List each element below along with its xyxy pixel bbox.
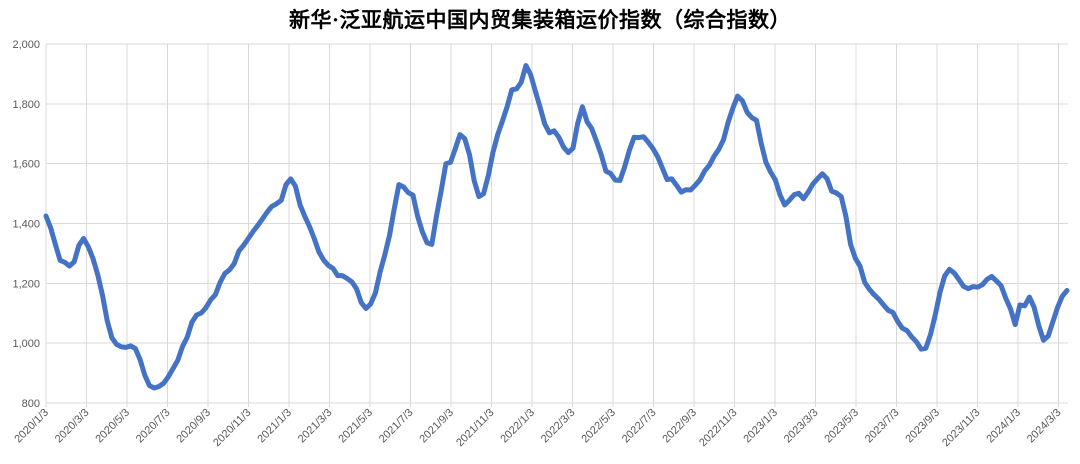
x-axis-tick-label: 2021/7/3 — [377, 407, 416, 446]
x-axis-tick-label: 2020/5/3 — [93, 407, 132, 446]
x-axis-tick-label: 2020/1/3 — [12, 407, 51, 446]
x-axis-tick-label: 2023/3/3 — [782, 407, 821, 446]
x-axis-tick-label: 2024/3/3 — [1025, 407, 1064, 446]
x-axis-tick-label: 2023/9/3 — [903, 407, 942, 446]
y-axis-tick-label: 1,600 — [12, 159, 40, 171]
y-axis-tick-label: 1,200 — [12, 278, 40, 290]
x-axis-tick-label: 2020/7/3 — [134, 407, 173, 446]
x-axis-tick-label: 2020/11/3 — [211, 407, 254, 450]
x-axis-tick-label: 2021/3/3 — [296, 407, 335, 446]
x-axis-tick-label: 2023/11/3 — [940, 407, 983, 450]
x-axis-tick-label: 2022/3/3 — [539, 407, 578, 446]
x-axis-tick-label: 2022/11/3 — [697, 407, 740, 450]
x-axis-tick-label: 2022/9/3 — [660, 407, 699, 446]
x-axis-tick-label: 2023/5/3 — [822, 407, 861, 446]
x-axis-tick-label: 2022/7/3 — [620, 407, 659, 446]
x-axis-tick-label: 2024/1/3 — [984, 407, 1023, 446]
x-axis-tick-label: 2023/1/3 — [741, 407, 780, 446]
x-axis-tick-label: 2021/1/3 — [255, 407, 294, 446]
x-axis-tick-label: 2020/9/3 — [174, 407, 213, 446]
x-axis-tick-label: 2022/1/3 — [498, 407, 537, 446]
x-axis-tick-label: 2021/9/3 — [417, 407, 456, 446]
x-axis-tick-label: 2021/5/3 — [336, 407, 375, 446]
x-axis-tick-label: 2020/3/3 — [53, 407, 92, 446]
x-axis-tick-label: 2023/7/3 — [863, 407, 902, 446]
y-axis-tick-label: 1,800 — [12, 99, 40, 111]
y-axis-tick-label: 800 — [22, 398, 40, 410]
chart-title: 新华·泛亚航运中国内贸集装箱运价指数（综合指数） — [288, 8, 791, 32]
y-axis-tick-label: 2,000 — [12, 39, 40, 51]
y-axis-tick-label: 1,400 — [12, 219, 40, 231]
freight-index-line — [43, 63, 1070, 391]
x-axis-tick-label: 2021/11/3 — [454, 407, 497, 450]
y-axis-tick-label: 1,000 — [12, 338, 40, 350]
x-axis-tick-label: 2022/5/3 — [579, 407, 618, 446]
